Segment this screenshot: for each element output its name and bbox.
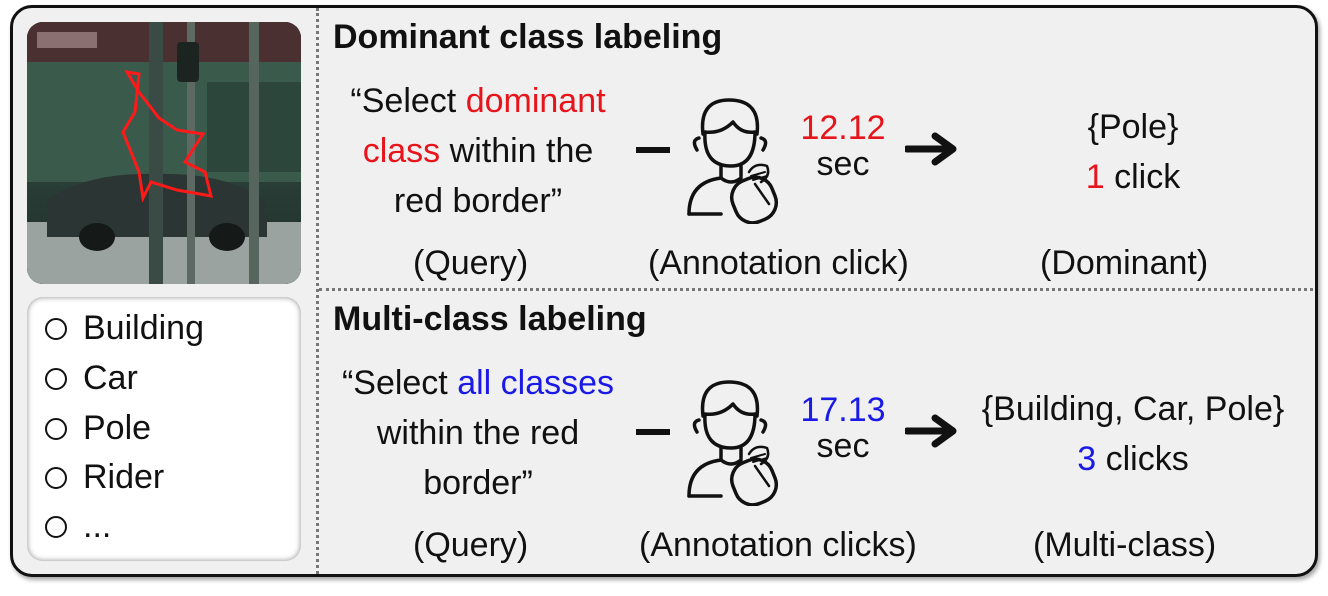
dominant-time-unit: sec	[816, 145, 870, 183]
multi-time-unit: sec	[816, 427, 870, 465]
annotator-with-mouse-icon	[681, 94, 781, 229]
query-text-part: red border”	[393, 182, 563, 220]
radio-circle-icon[interactable]	[45, 317, 67, 340]
multi-query-text: “Select all classes within the red borde…	[313, 358, 643, 508]
class-option-rider[interactable]: Rider	[45, 458, 164, 497]
radio-circle-icon[interactable]	[45, 417, 67, 440]
class-option-building[interactable]: Building	[45, 309, 204, 348]
class-option-pole[interactable]: Pole	[45, 409, 151, 448]
street-scene-image	[27, 22, 301, 284]
query-highlight: all classes	[457, 364, 615, 402]
right-arrow-icon	[903, 414, 959, 453]
multi-section-title: Multi-class labeling	[333, 300, 647, 338]
dominant-section-title: Dominant class labeling	[333, 18, 723, 56]
class-option-label: Rider	[83, 458, 165, 496]
dash-connector	[636, 429, 670, 435]
query-highlight: class	[362, 132, 441, 170]
vertical-divider	[316, 8, 319, 574]
radio-circle-icon[interactable]	[45, 367, 67, 390]
caption-query: (Query)	[413, 526, 529, 564]
click-count-number: 3	[1077, 440, 1097, 478]
dash-connector	[636, 147, 670, 153]
right-arrow-icon	[903, 132, 959, 171]
class-option-label: Car	[83, 359, 138, 397]
class-option-label: ...	[83, 507, 112, 545]
query-highlight: dominant	[465, 82, 606, 120]
query-text-part: within the	[440, 132, 594, 170]
radio-circle-icon[interactable]	[45, 466, 67, 489]
click-count-word: clicks	[1096, 440, 1189, 478]
caption-query: (Query)	[413, 244, 529, 282]
radio-circle-icon[interactable]	[45, 515, 67, 538]
multi-result: {Building, Car, Pole} 3 clicks	[953, 384, 1313, 484]
caption-dominant: (Dominant)	[1040, 244, 1209, 282]
class-option-label: Pole	[83, 409, 152, 447]
dominant-time-label: 12.12 sec	[773, 110, 913, 182]
query-text-part: within the red	[376, 414, 580, 452]
click-count-word: click	[1104, 158, 1181, 196]
horizontal-divider	[319, 288, 1315, 291]
click-count-number: 1	[1085, 158, 1105, 196]
caption-annotation-click: (Annotation click)	[648, 244, 909, 282]
query-text-part: “Select	[341, 364, 458, 402]
dominant-click-count: 1 click	[953, 152, 1313, 202]
class-option-label: Building	[83, 309, 204, 347]
multi-result-set: {Building, Car, Pole}	[981, 390, 1285, 428]
dominant-query-text: “Select dominant class within the red bo…	[313, 76, 643, 226]
class-option-more[interactable]: ...	[45, 507, 111, 546]
caption-multi-class: (Multi-class)	[1033, 526, 1217, 564]
multi-time-value: 17.13	[800, 391, 886, 429]
class-option-car[interactable]: Car	[45, 359, 138, 398]
multi-time-label: 17.13 sec	[773, 392, 913, 464]
dominant-result-set: {Pole}	[1087, 108, 1179, 146]
annotator-with-mouse-icon	[681, 376, 781, 511]
figure-frame: Building Car Pole Rider ... Dominant cla…	[10, 5, 1318, 577]
query-text-part: “Select	[350, 82, 466, 120]
multi-click-count: 3 clicks	[953, 434, 1313, 484]
dominant-time-value: 12.12	[800, 109, 886, 147]
query-text-part: border”	[423, 464, 533, 502]
class-options-list: Building Car Pole Rider ...	[27, 297, 301, 561]
caption-annotation-clicks: (Annotation clicks)	[639, 526, 917, 564]
dominant-result: {Pole} 1 click	[953, 102, 1313, 202]
